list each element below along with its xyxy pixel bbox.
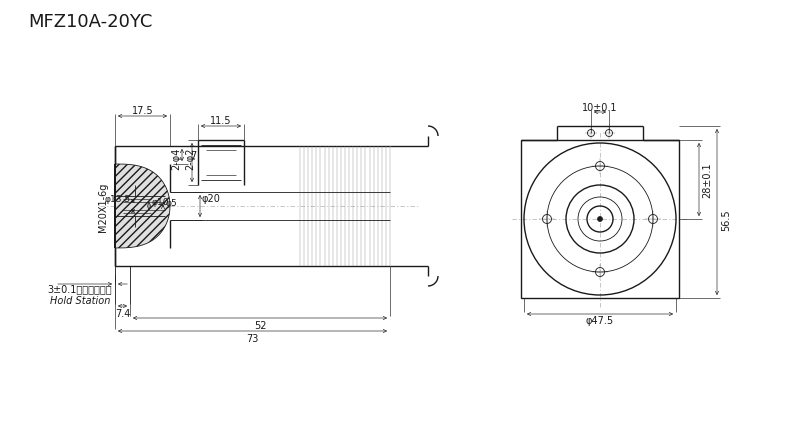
Text: 28±0.1: 28±0.1 bbox=[702, 162, 712, 198]
Text: 10±0.1: 10±0.1 bbox=[582, 103, 618, 113]
Text: 2-φ2: 2-φ2 bbox=[185, 147, 195, 169]
Bar bbox=[521, 141, 679, 298]
Text: φ13.5: φ13.5 bbox=[105, 195, 131, 204]
Text: Hold Station: Hold Station bbox=[50, 295, 110, 305]
Circle shape bbox=[598, 217, 602, 222]
Text: 17.5: 17.5 bbox=[132, 106, 154, 116]
Text: MFZ10A-20YC: MFZ10A-20YC bbox=[28, 13, 152, 31]
Text: φ10: φ10 bbox=[151, 197, 169, 207]
Text: 11.5: 11.5 bbox=[210, 116, 232, 126]
Text: 7: 7 bbox=[190, 151, 196, 161]
Text: 52: 52 bbox=[254, 320, 266, 330]
Text: 56.5: 56.5 bbox=[721, 209, 731, 230]
Text: 3±0.1（吸合位置）: 3±0.1（吸合位置） bbox=[48, 283, 112, 293]
Text: 7.4: 7.4 bbox=[115, 308, 130, 318]
Text: φ5: φ5 bbox=[165, 199, 177, 208]
Text: φ47.5: φ47.5 bbox=[586, 315, 614, 325]
Text: φ20: φ20 bbox=[202, 194, 221, 204]
Text: 2-φ4: 2-φ4 bbox=[171, 147, 181, 169]
Text: 73: 73 bbox=[246, 333, 258, 343]
Polygon shape bbox=[115, 164, 170, 248]
Text: M20X1-6g: M20X1-6g bbox=[98, 182, 108, 231]
